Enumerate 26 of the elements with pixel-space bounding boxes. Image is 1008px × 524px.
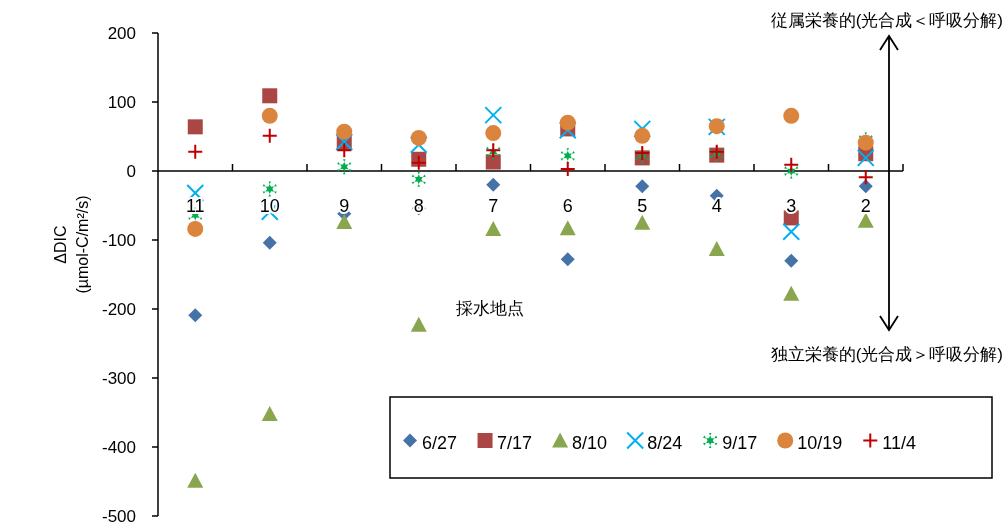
y-tick-label: 200 [107, 24, 136, 43]
x-tick-label: 6 [562, 196, 573, 216]
annotation: 独立栄養的(光合成＞呼吸分解) [770, 345, 1003, 364]
x-tick-label: 7 [488, 196, 499, 216]
x-tick-label: 3 [786, 196, 797, 216]
y-tick-label: -400 [101, 438, 136, 457]
legend-label: 10/19 [797, 432, 843, 453]
legend-label: 8/10 [572, 432, 608, 453]
y-tick-label: -200 [101, 300, 136, 319]
legend-label: 9/17 [722, 432, 758, 453]
x-axis-title: 採水地点 [456, 299, 524, 318]
y-tick-label: 0 [126, 162, 136, 181]
text: 従属栄養的(光合成＜呼吸分解) [770, 11, 1003, 30]
y-tick-label: -100 [101, 231, 136, 250]
legend-label: 8/24 [647, 432, 683, 453]
x-tick-label: 11 [185, 196, 205, 216]
y-tick-label: -300 [101, 369, 136, 388]
x-tick-label: 5 [637, 196, 648, 216]
y-tick-label: 100 [107, 93, 136, 112]
y-axis-title: ΔDIC (µmol-C/m²/s) [52, 195, 91, 294]
legend-label: 7/17 [497, 432, 533, 453]
x-tick-label: 4 [711, 196, 722, 216]
y-tick-label: -500 [101, 507, 136, 524]
legend-label: 11/4 [882, 432, 916, 453]
legend-label: 6/27 [422, 432, 458, 453]
x-tick-label: 2 [860, 196, 871, 216]
